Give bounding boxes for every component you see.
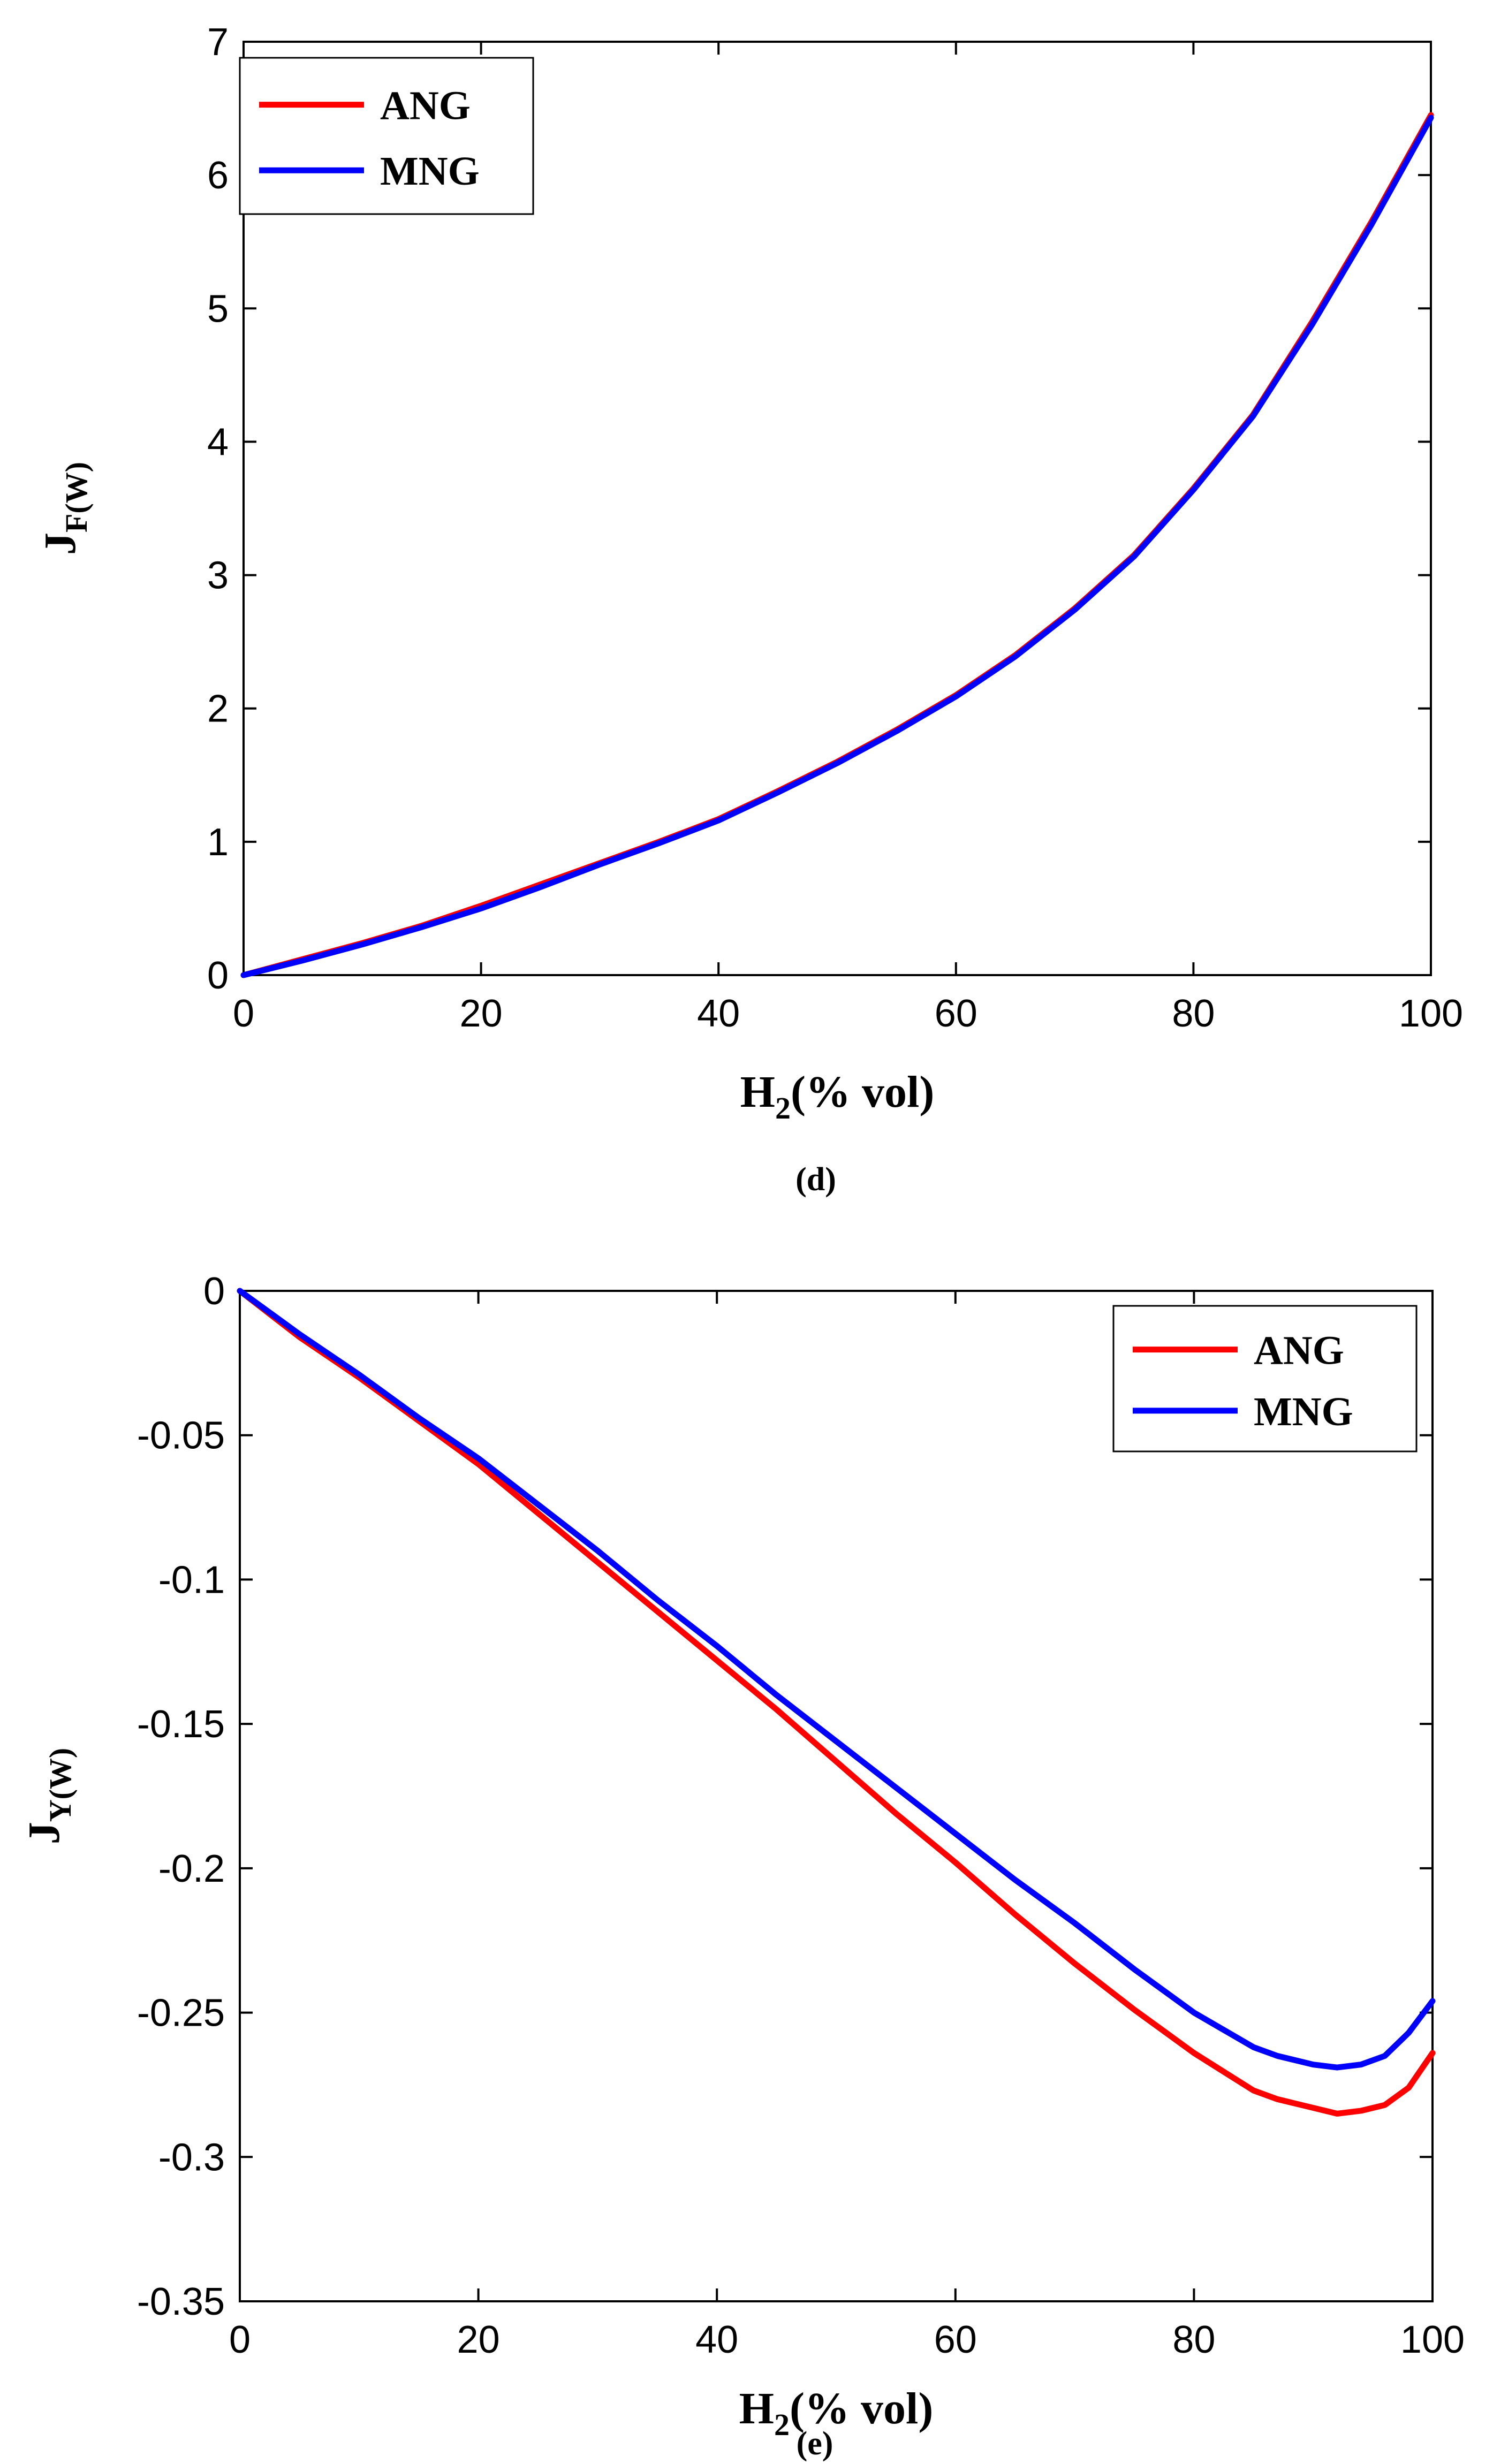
plot-area-frame: [239, 1290, 1434, 2302]
y-axis-label: JF(W): [35, 462, 94, 555]
legend: ANG MNG: [1112, 1305, 1418, 1452]
chart-e: 0 20 40 60 80 100 0 -0.05 -0.1 -0.15 -0.2 -0.25 -0.3…: [0, 1231, 1493, 2464]
series-line-mng: [237, 1288, 1436, 2071]
plot-area-frame: [242, 41, 1432, 976]
figure-caption: (e): [797, 2425, 833, 2462]
legend: ANG MNG: [239, 57, 534, 215]
y-tick-label: -0.1: [158, 1558, 225, 1601]
x-axis-label: H2(% vol): [739, 2384, 934, 2442]
legend-box: [239, 57, 534, 215]
y-tick-label: 2: [207, 688, 229, 731]
legend-box: [1112, 1305, 1418, 1452]
y-tick-label: -0.15: [137, 1703, 225, 1746]
series-line-ang: [240, 112, 1434, 978]
y-tick-label: -0.35: [137, 2280, 225, 2323]
y-tick-label: -0.3: [158, 2136, 225, 2179]
series-line-ang: [237, 1288, 1436, 2117]
y-tick-label: 5: [207, 287, 229, 330]
x-tick-label: 60: [935, 992, 977, 1035]
x-tick-label: 0: [233, 992, 254, 1035]
series-line-mng: [240, 115, 1434, 978]
x-tick-label: 100: [1400, 2318, 1465, 2361]
x-axis-label: H2(% vol): [740, 1067, 935, 1125]
y-tick-label: -0.25: [137, 1992, 225, 2035]
figure-caption: (d): [795, 1161, 836, 1198]
y-tick-label: 0: [203, 1270, 225, 1313]
y-tick-label: -0.05: [137, 1414, 225, 1457]
y-tick-label: 4: [207, 421, 229, 463]
y-tick-label: 7: [207, 21, 229, 64]
x-tick-label: 100: [1399, 992, 1463, 1035]
y-tick-label: -0.2: [158, 1847, 225, 1890]
y-tick-label: 1: [207, 821, 229, 864]
chart-d-svg: 0 20 40 60 80 100 0 1 2 3 4 5 6 7 H2(% vol) JF(W) ANG MNG…: [35, 21, 1463, 1198]
x-tick-label: 40: [695, 2318, 738, 2361]
x-tick-label: 20: [457, 2318, 500, 2361]
x-tick-label: 40: [697, 992, 740, 1035]
y-tick-label: 3: [207, 554, 229, 597]
x-tick-label: 60: [934, 2318, 977, 2361]
x-tick-label: 80: [1172, 992, 1215, 1035]
x-tick-label: 80: [1172, 2318, 1215, 2361]
chart-e-svg: 0 20 40 60 80 100 0 -0.05 -0.1 -0.15 -0.2 -0.25 -0.3…: [19, 1270, 1465, 2462]
y-axis-label: JY(W): [19, 1748, 78, 1845]
legend-label-ang: ANG: [380, 83, 471, 128]
y-tick-label: 0: [207, 954, 229, 997]
y-tick-label: 6: [207, 154, 229, 197]
x-tick-label: 20: [460, 992, 503, 1035]
legend-label-mng: MNG: [380, 149, 480, 194]
legend-label-mng: MNG: [1254, 1389, 1353, 1434]
legend-label-ang: ANG: [1254, 1328, 1344, 1373]
x-tick-label: 0: [229, 2318, 251, 2361]
chart-d: 0 20 40 60 80 100 0 1 2 3 4 5 6 7 H2(% vol) JF(W) ANG MNG…: [0, 0, 1493, 1231]
